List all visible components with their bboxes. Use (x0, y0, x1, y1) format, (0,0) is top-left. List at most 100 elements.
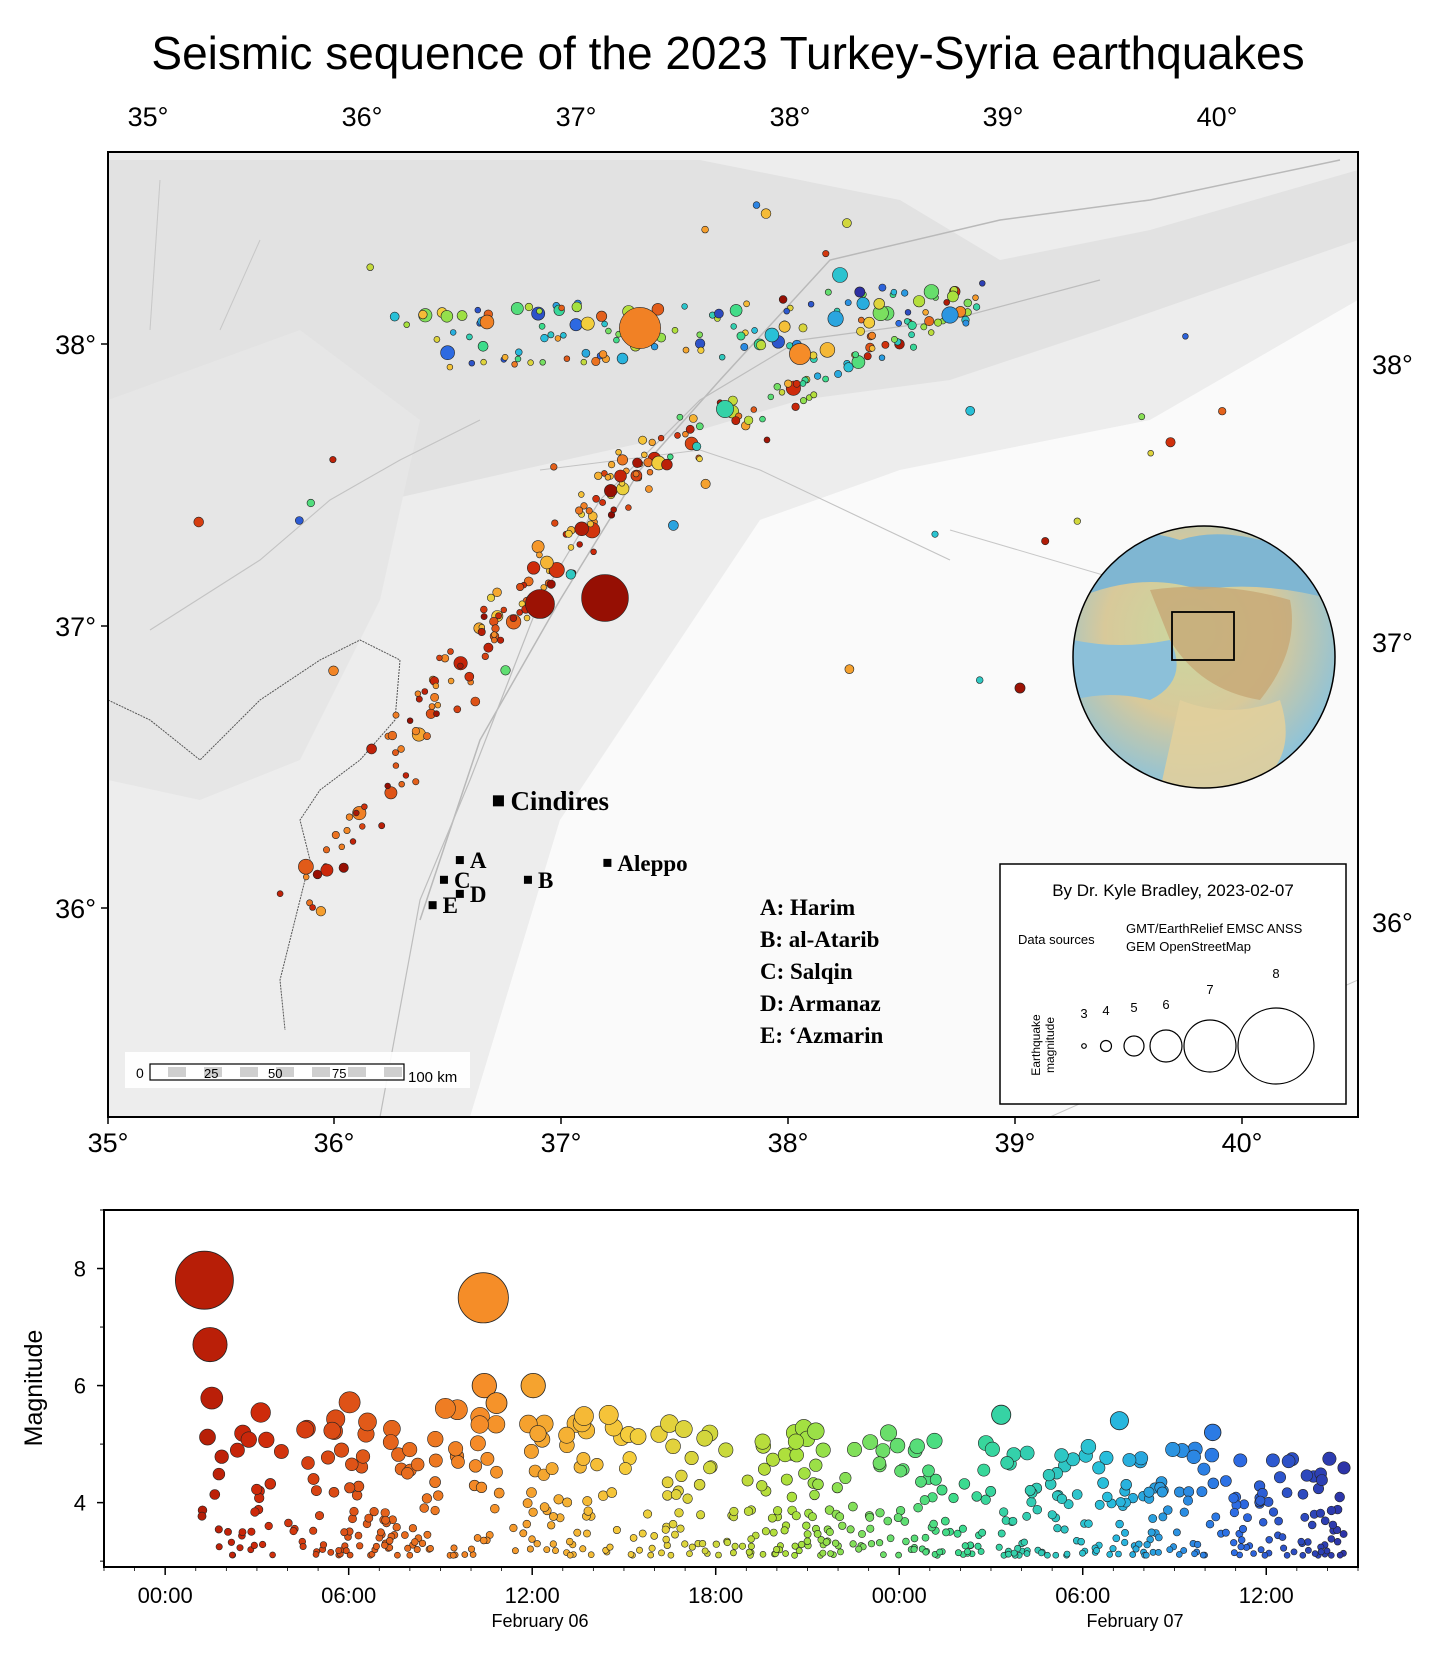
epicenter (421, 688, 429, 695)
aftershock-event (1230, 1539, 1238, 1547)
epicenter (480, 605, 488, 614)
place-marker (523, 875, 532, 884)
aftershock-event (553, 1494, 564, 1505)
place-label-d: D (470, 882, 487, 907)
epicenter (809, 351, 818, 360)
aftershock-event (199, 1428, 216, 1446)
aftershock-event (1196, 1486, 1208, 1497)
epicenter (538, 322, 546, 330)
aftershock-event (827, 1550, 834, 1557)
epicenter (701, 225, 709, 234)
epicenter (822, 250, 830, 258)
aftershock-event (786, 1491, 798, 1503)
epicenter (851, 355, 866, 369)
major-event (471, 1373, 497, 1399)
date-label-feb-06: February 06 (491, 1611, 588, 1631)
aftershock-event (487, 1415, 506, 1434)
figure-title: Seismic sequence of the 2023 Turkey-Syri… (151, 27, 1305, 79)
epicenter (1165, 437, 1176, 448)
top-lon-tick-label: 39° (983, 102, 1024, 132)
aftershock-event (301, 1456, 315, 1470)
aftershock-event (307, 1473, 320, 1485)
aftershock-event (344, 1482, 356, 1494)
epicenter (397, 745, 405, 753)
aftershock-event (773, 1546, 781, 1554)
aftershock-event (418, 1539, 427, 1547)
epicenter (466, 333, 473, 341)
epicenter (700, 478, 711, 489)
aftershock-event (1010, 1549, 1018, 1557)
aftershock-event (529, 1425, 547, 1443)
epicenter (474, 306, 481, 314)
aftershock-event (866, 1524, 875, 1533)
aftershock-event (1191, 1550, 1198, 1558)
epicenter (440, 310, 454, 323)
y-tick-label: 8 (74, 1257, 86, 1282)
aftershock-event (1268, 1507, 1279, 1517)
epicenter (1182, 333, 1189, 340)
epicenter (433, 710, 440, 718)
aftershock-event (1180, 1547, 1188, 1554)
epicenter (430, 693, 439, 702)
epicenter (576, 541, 583, 548)
epicenter (610, 506, 617, 513)
major-event (520, 1373, 546, 1399)
epicenter (447, 648, 454, 655)
aftershock-event (767, 1513, 777, 1523)
epicenter (315, 906, 327, 917)
epicenter (907, 320, 917, 330)
aftershock-event (1230, 1549, 1238, 1557)
aftershock-event (419, 1503, 429, 1513)
epicenter (619, 307, 661, 349)
epicenter (613, 336, 620, 344)
aftershock-event (913, 1502, 923, 1513)
epicenter (450, 329, 457, 336)
epicenter (406, 717, 414, 724)
epicenter (854, 286, 866, 298)
aftershock-event (754, 1433, 771, 1450)
x-tick-label: 06:00 (321, 1583, 376, 1608)
aftershock-event (533, 1540, 541, 1548)
epicenter (298, 858, 314, 875)
aftershock-event (919, 1495, 930, 1506)
aftershock-event (314, 1511, 324, 1521)
magnitude-legend-circle (1099, 1039, 1113, 1053)
aftershock-event (406, 1551, 414, 1559)
aftershock-event (1316, 1474, 1328, 1486)
aftershock-event (759, 1551, 767, 1558)
aftershock-event (955, 1549, 962, 1557)
major-event (457, 1272, 509, 1324)
epicenter (560, 332, 567, 339)
aftershock-event (1132, 1545, 1140, 1553)
aftershock-event (1334, 1491, 1345, 1503)
epicenter (531, 540, 545, 554)
right-lat-tick-label: 38° (1372, 350, 1413, 380)
aftershock-event (258, 1431, 275, 1448)
aftershock-event (582, 1496, 593, 1507)
place-legend-d: D: Armanaz (760, 991, 881, 1016)
aftershock-event (512, 1547, 519, 1555)
aftershock-event (1063, 1550, 1071, 1558)
x-tick-label: 00:00 (872, 1583, 927, 1608)
epicenter (578, 491, 585, 498)
aftershock-event (264, 1521, 273, 1531)
aftershock-event (296, 1420, 314, 1439)
magnitude-legend-value: 5 (1130, 1000, 1137, 1015)
epicenter (515, 348, 523, 356)
aftershock-event (808, 1512, 817, 1522)
aftershock-event (1336, 1551, 1344, 1559)
right-lat-tick-label: 37° (1372, 628, 1413, 658)
epicenter (913, 295, 926, 308)
aftershock-event (1186, 1449, 1201, 1464)
aftershock-event (1158, 1512, 1168, 1522)
epicenter (1147, 450, 1154, 457)
epicenter (778, 389, 786, 396)
aftershock-event (791, 1542, 799, 1550)
aftershock-event (423, 1530, 432, 1539)
epicenter (468, 360, 475, 367)
epicenter (353, 809, 360, 817)
epicenter (457, 662, 464, 670)
aftershock-event (909, 1438, 925, 1454)
aftershock-event (524, 1444, 539, 1459)
aftershock-event (1283, 1552, 1291, 1559)
